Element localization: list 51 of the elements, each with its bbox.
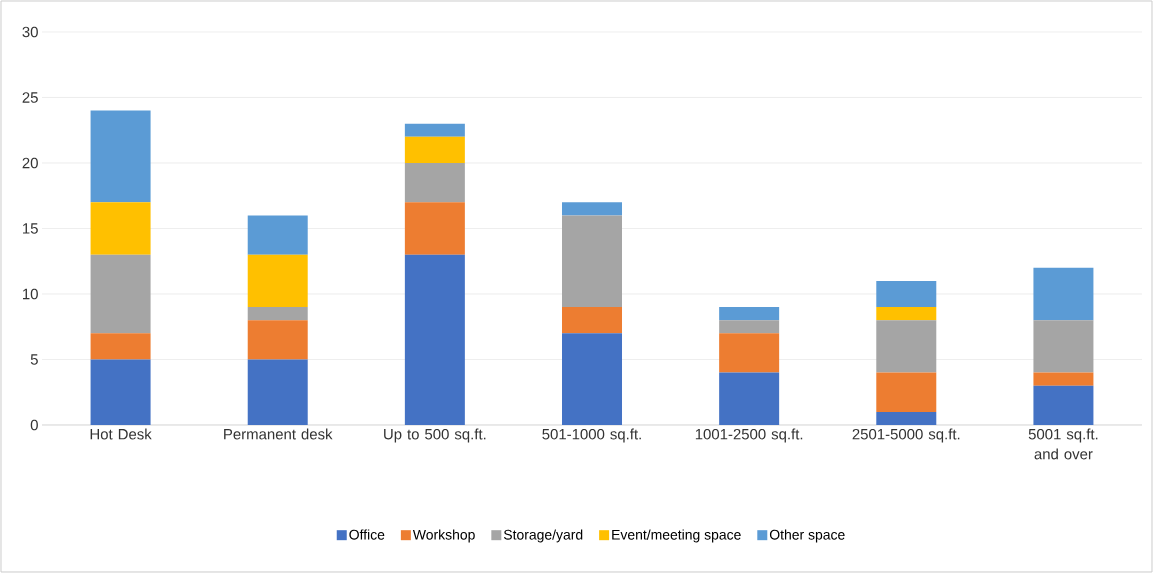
x-tick-label: Hot Desk bbox=[90, 428, 152, 440]
bar bbox=[1033, 320, 1094, 373]
bar bbox=[1033, 267, 1094, 321]
bar bbox=[247, 254, 308, 308]
y-tick-label: 5 bbox=[30, 354, 38, 365]
bar bbox=[719, 333, 780, 373]
x-tick-label: 2501-5000 sq.ft. bbox=[852, 428, 960, 443]
legend-label: Storage/yard bbox=[503, 529, 583, 543]
bar bbox=[876, 411, 937, 425]
y-tick-label: 30 bbox=[22, 26, 38, 38]
bar bbox=[876, 372, 937, 412]
bar bbox=[876, 320, 937, 373]
y-tick-label: 20 bbox=[22, 157, 38, 169]
bar bbox=[247, 320, 308, 360]
legend-label: Event/meeting space bbox=[612, 529, 741, 543]
x-tick-label: 1001-2500 sq.ft. bbox=[695, 428, 803, 443]
bar bbox=[719, 320, 780, 334]
bar bbox=[90, 254, 151, 334]
bar bbox=[90, 333, 151, 360]
bar bbox=[247, 359, 308, 425]
legend-label: Workshop bbox=[412, 529, 475, 543]
bar bbox=[90, 110, 151, 203]
bar bbox=[1033, 372, 1094, 386]
bar bbox=[90, 202, 151, 255]
x-tick-label: Permanent desk bbox=[224, 428, 333, 440]
bar bbox=[876, 280, 937, 308]
bar bbox=[562, 307, 622, 334]
y-tick-label: 15 bbox=[23, 223, 38, 234]
bar bbox=[404, 162, 465, 203]
legend-label: Other space bbox=[769, 529, 845, 543]
bar bbox=[404, 136, 465, 163]
x-tick-label: Up to 500 sq.ft. bbox=[384, 428, 486, 443]
legend-label: Office bbox=[349, 529, 385, 540]
bar bbox=[562, 202, 622, 216]
bar bbox=[90, 359, 151, 425]
bar bbox=[562, 215, 622, 308]
bar bbox=[719, 307, 780, 321]
x-tick-label: 5001 sq.ft. and over bbox=[1028, 428, 1098, 460]
bar bbox=[247, 307, 308, 321]
bar bbox=[247, 215, 308, 255]
bar bbox=[404, 202, 465, 255]
x-tick-label: 501-1000 sq.ft. bbox=[542, 428, 641, 443]
bar bbox=[719, 372, 780, 425]
y-tick-label: 0 bbox=[30, 419, 38, 431]
bar bbox=[404, 123, 465, 137]
bar bbox=[562, 333, 622, 425]
bar bbox=[404, 254, 465, 425]
y-tick-label: 10 bbox=[23, 288, 38, 300]
bar bbox=[876, 307, 937, 321]
y-tick-label: 25 bbox=[22, 92, 38, 103]
bar bbox=[1033, 385, 1094, 425]
